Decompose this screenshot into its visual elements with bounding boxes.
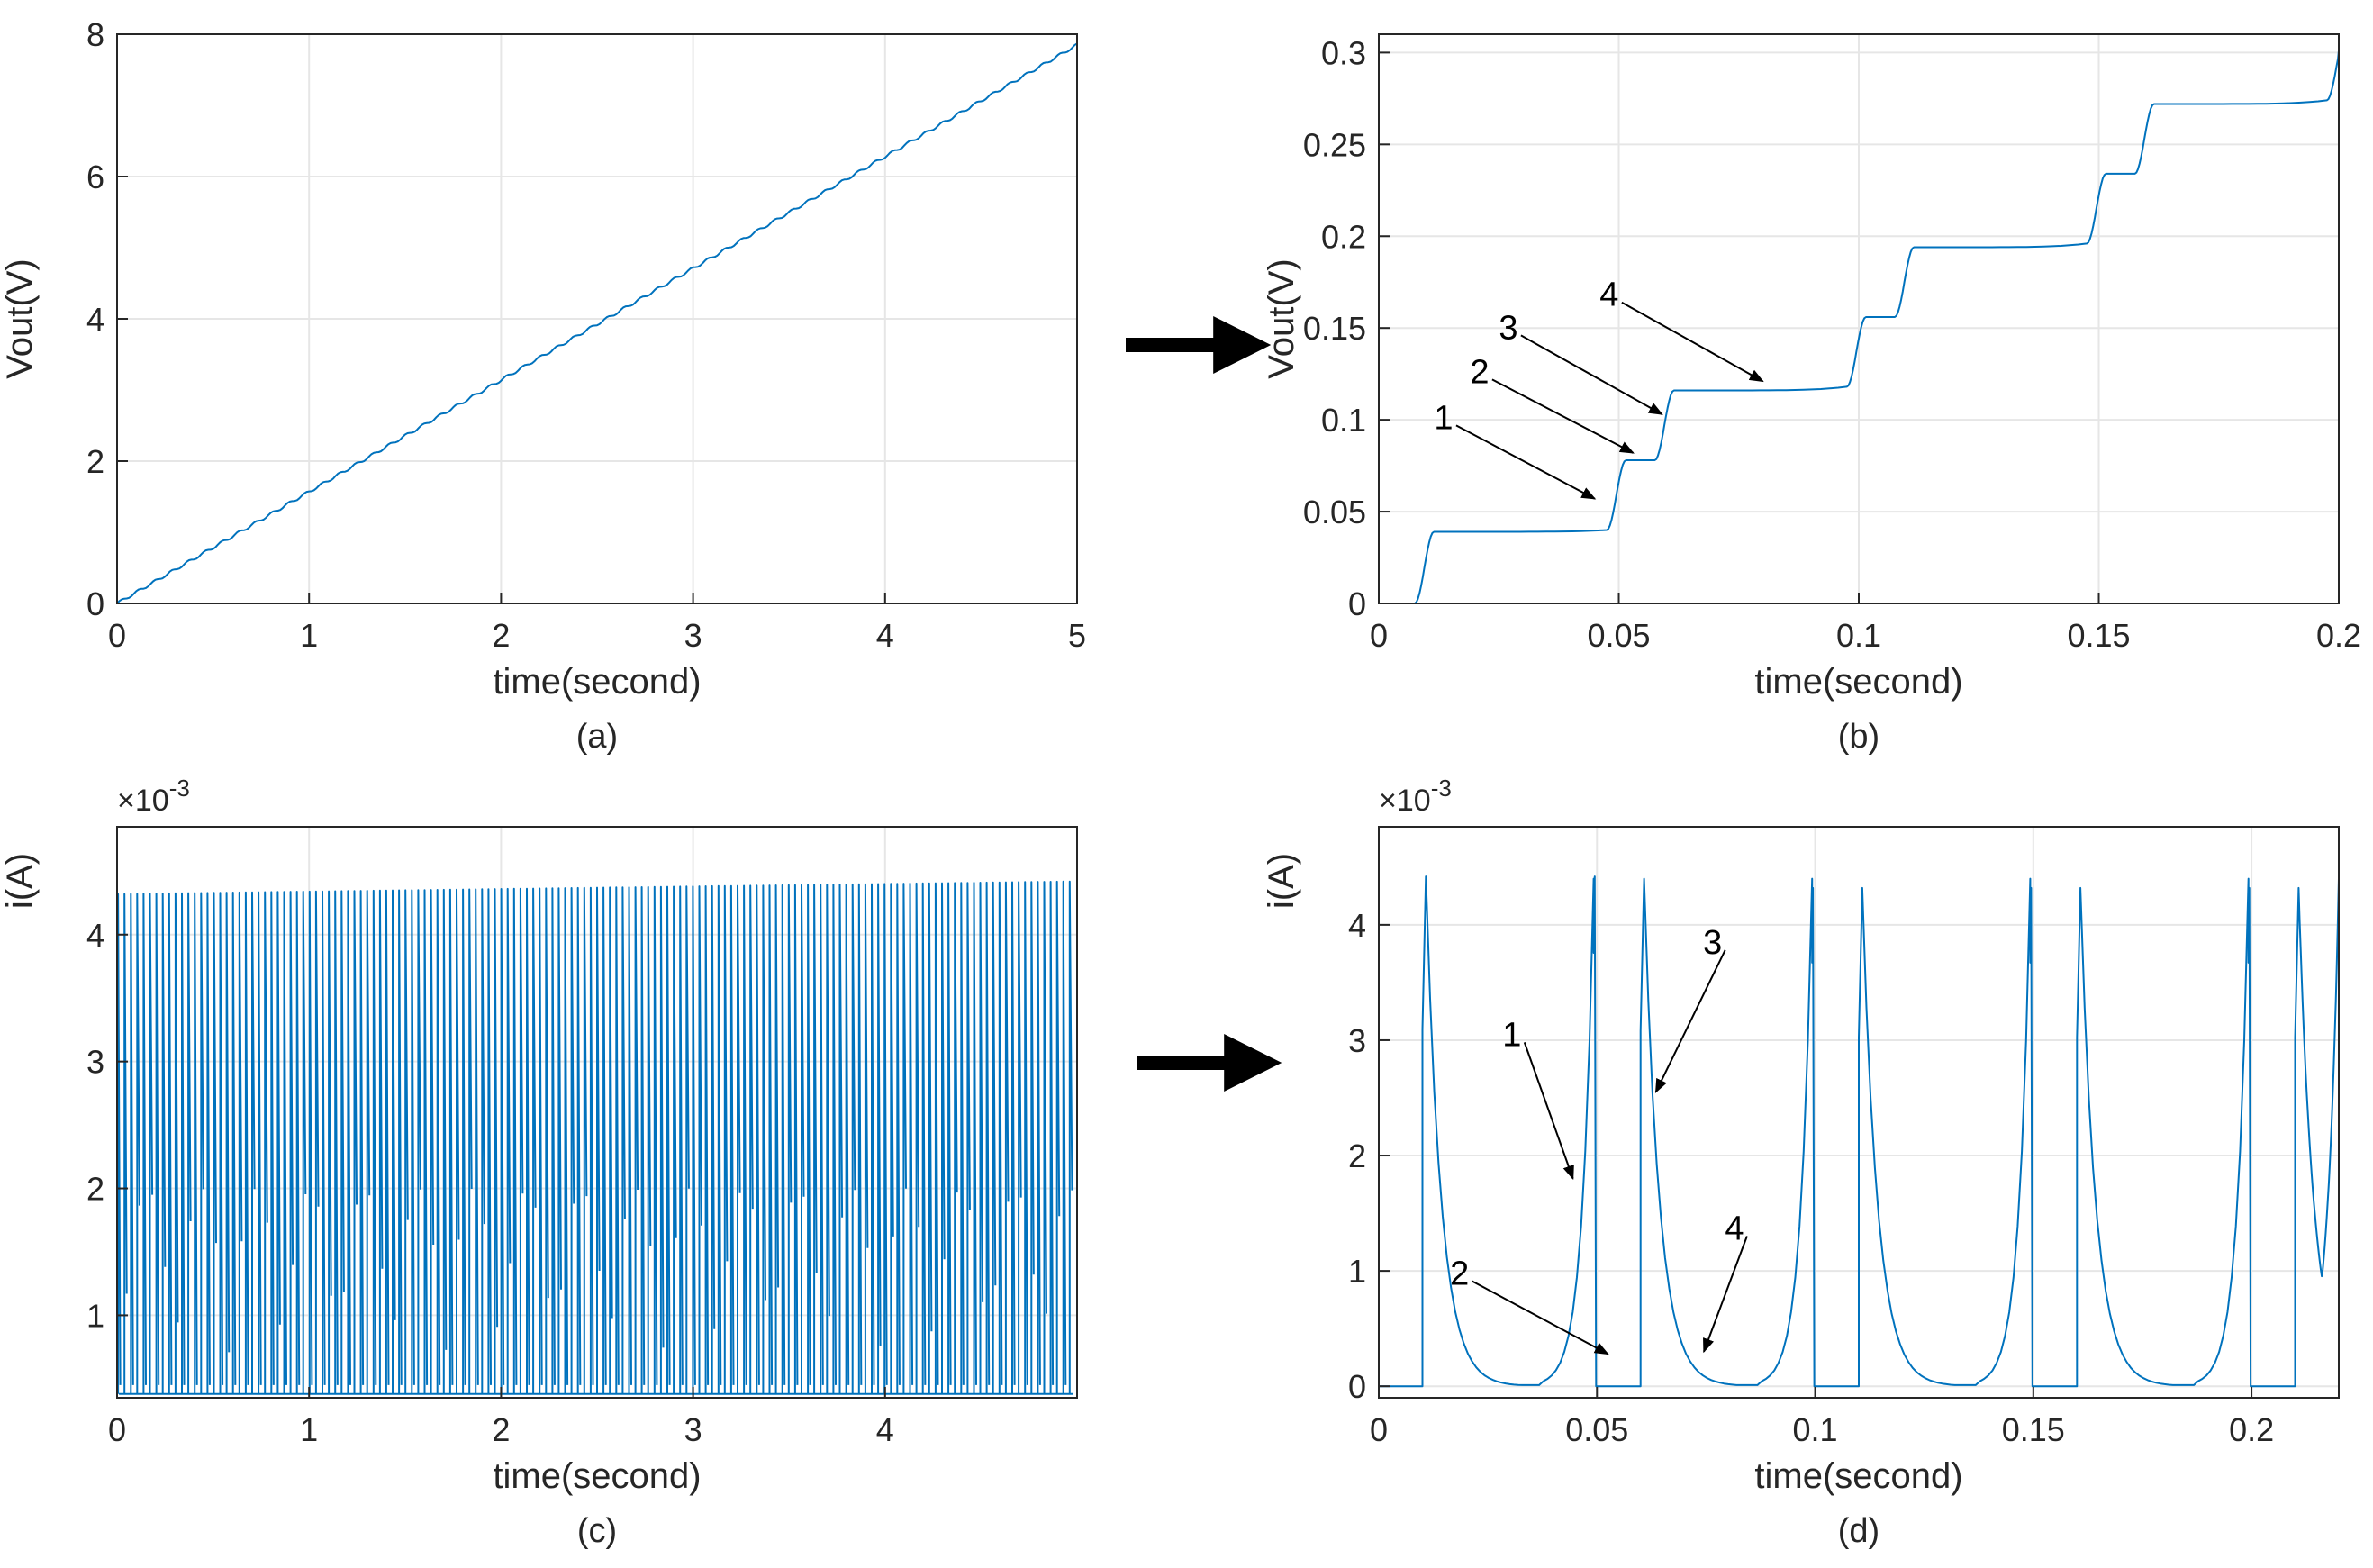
chart-d-annotation-arrow [1703,1236,1748,1354]
chart-b-caption: (b) [1838,718,1879,756]
chart-a-ytick-label: 8 [86,16,104,53]
chart-c-ylabel: i(A) [0,853,40,909]
chart-c-xtick-label: 3 [684,1411,702,1448]
chart-d-xtick-label: 0.15 [2002,1411,2065,1448]
chart-b-annotation-1: 1 [1434,399,1453,437]
chart-c-ticks: 0 1 2 3 4 1 2 3 4 [86,917,894,1448]
chart-b-ytick-label: 0.25 [1303,126,1366,163]
chart-a-xtick-label: 1 [300,617,318,654]
chart-b-annotation-arrow [1455,424,1597,500]
chart-b-ytick-label: 0.2 [1321,218,1366,255]
chart-b-plot [1379,34,2340,604]
chart-c-plot [117,880,1073,1395]
chart-c-ytick-label: 3 [86,1044,104,1081]
chart-a-ylabel: Vout(V) [0,258,40,378]
chart-c-xtick-label: 1 [300,1411,318,1448]
chart-d-annotation-1: 1 [1502,1016,1521,1054]
chart-a-caption: (a) [576,718,618,756]
chart-b-xtick-label: 0.05 [1587,617,1650,654]
chart-d-frame [1378,826,2340,1399]
chart-b-series-line [1379,34,2340,604]
chart-b-xlabel: time(second) [1754,662,1962,702]
chart-a-xtick-label: 3 [684,617,702,654]
chart-c-series-line [117,880,1073,1395]
chart-a-xtick-label: 4 [876,617,894,654]
chart-d-xtick-label: 0 [1370,1411,1388,1448]
chart-d-xtick-label: 0.1 [1793,1411,1838,1448]
chart-d-exponent-power: -3 [1431,775,1452,802]
chart-b: 0 0.05 0.1 0.15 0.2 0 0.05 0.1 0.15 0.2 0.25 0.3 12… [1262,33,2361,756]
chart-b-annotation-arrow [1621,301,1764,383]
chart-c-ytick-label: 4 [86,917,104,954]
chart-d-series-line [1379,875,2340,1388]
chart-c-caption: (c) [577,1512,617,1550]
chart-d-annotations: 1 2 3 4 [1450,924,1748,1355]
chart-a-ticks: 0 1 2 3 4 5 0 2 4 6 8 [86,16,1086,654]
chart-d-xtick-label: 0.2 [2229,1411,2274,1448]
chart-c-exponent-power: -3 [169,775,190,802]
chart-c-frame [116,826,1078,1399]
chart-c: 0 1 2 3 4 1 2 3 4 ×10-3 time(second) i(A) (c) [0,775,1078,1550]
chart-c-exponent: ×10-3 [117,775,190,818]
chart-b-ytick-label: 0.1 [1321,402,1366,439]
chart-b-ticks: 0 0.05 0.1 0.15 0.2 0 0.05 0.1 0.15 0.2 0.25 0.3 [1303,34,2361,654]
chart-b-xtick-label: 0 [1370,617,1388,654]
chart-d-annotation-arrow [1523,1042,1574,1181]
chart-d-exponent-base: ×10 [1379,784,1431,818]
chart-b-ytick-label: 0.15 [1303,310,1366,347]
chart-a-ytick-label: 6 [86,159,104,195]
chart-b-annotation-arrow [1491,378,1635,454]
chart-a-xlabel: time(second) [493,662,701,702]
chart-d-ytick-label: 4 [1348,907,1366,944]
chart-a-ytick-label: 2 [86,443,104,480]
chart-b-xtick-label: 0.2 [2316,617,2361,654]
chart-d-annotation-2: 2 [1450,1255,1469,1292]
chart-d-annotation-arrow [1654,949,1726,1094]
chart-a-xtick-label: 0 [108,617,126,654]
chart-b-annotation-arrow [1520,334,1663,415]
chart-b-ylabel: Vout(V) [1262,258,1301,378]
chart-a-ytick-label: 0 [86,585,104,622]
chart-b-xtick-label: 0.1 [1836,617,1881,654]
chart-b-grid [1378,34,2340,604]
chart-a-xtick-label: 5 [1068,617,1086,654]
chart-c-xlabel: time(second) [493,1456,701,1496]
chart-c-xtick-label: 2 [492,1411,510,1448]
chart-a-grid [116,33,1078,604]
chart-d-annotation-4: 4 [1725,1210,1744,1248]
chart-d: 0 0.05 0.1 0.15 0.2 0 1 2 3 4 1 2 3 4 ×10-3 time(sec… [1262,775,2340,1550]
chart-c-exponent-base: ×10 [117,784,169,818]
chart-d-ytick-label: 1 [1348,1253,1366,1290]
chart-a-plot [116,42,1078,604]
chart-b-annotations: 123 4 [1434,276,1764,500]
chart-c-xtick-label: 4 [876,1411,894,1448]
chart-d-ticks: 0 0.05 0.1 0.15 0.2 0 1 2 3 4 [1348,907,2274,1448]
chart-d-ytick-label: 2 [1348,1137,1366,1174]
chart-d-ytick-label: 3 [1348,1022,1366,1059]
chart-c-ytick-label: 1 [86,1297,104,1334]
chart-c-xtick-label: 0 [108,1411,126,1448]
chart-d-xlabel: time(second) [1754,1456,1962,1496]
chart-a-xtick-label: 2 [492,617,510,654]
chart-a: 0 1 2 3 4 5 0 2 4 6 8 time(second) Vout(V) (a) [0,16,1086,756]
chart-b-ytick-label: 0 [1348,585,1366,622]
chart-b-ytick-label: 0.3 [1321,34,1366,71]
chart-d-ytick-label: 0 [1348,1368,1366,1405]
chart-d-annotation-3: 3 [1703,924,1722,962]
chart-c-ytick-label: 2 [86,1171,104,1208]
chart-d-caption: (d) [1838,1512,1879,1550]
chart-d-xtick-label: 0.05 [1565,1411,1628,1448]
chart-d-ylabel: i(A) [1262,853,1301,909]
chart-b-annotation-3: 3 [1499,309,1517,347]
chart-b-xtick-label: 0.15 [2067,617,2130,654]
chart-d-annotation-arrow [1472,1280,1609,1355]
chart-b-annotation-4: 4 [1599,276,1618,314]
chart-a-series-line [116,42,1078,604]
chart-b-ytick-label: 0.05 [1303,494,1366,530]
chart-d-exponent: ×10-3 [1379,775,1452,818]
chart-b-annotation-2: 2 [1470,353,1489,391]
chart-d-plot [1379,875,2340,1388]
chart-a-ytick-label: 4 [86,301,104,338]
